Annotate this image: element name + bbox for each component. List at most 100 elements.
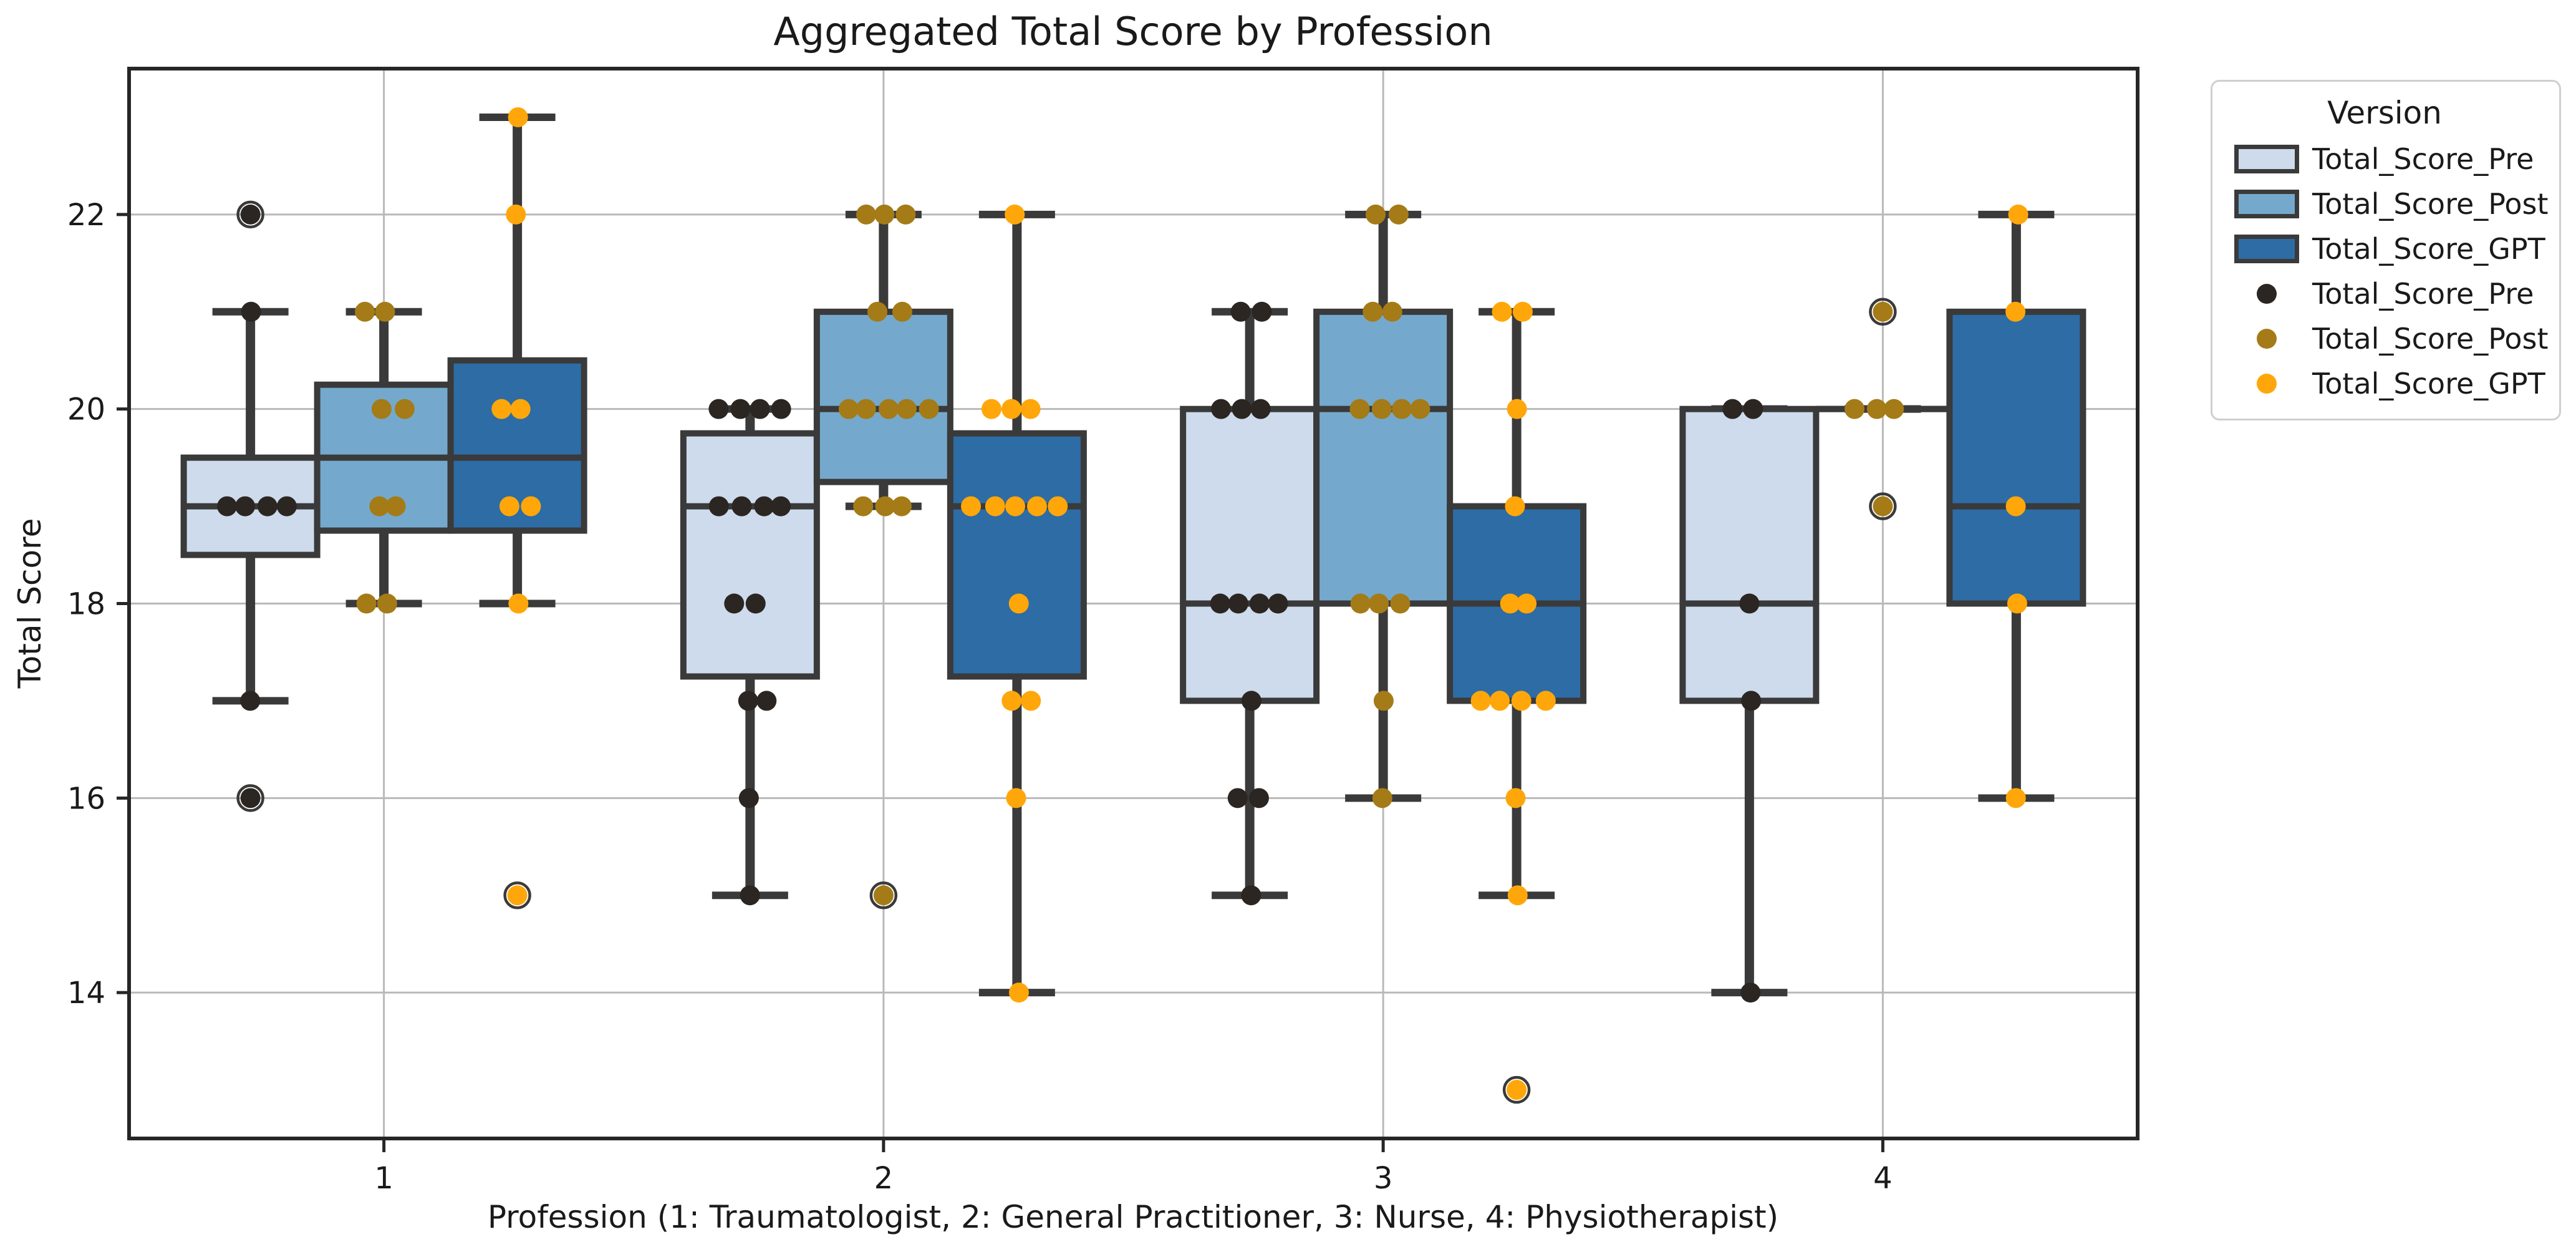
strip-dot-Total_Score_Pre [1741,691,1762,711]
strip-dot-Total_Score_Post [1866,399,1887,419]
box-Total_Score_Post-3 [1313,308,1454,607]
strip-dot-Total_Score_Pre [1211,399,1232,419]
strip-dot-Total_Score_Post [873,885,894,906]
strip-dot-Total_Score_GPT [1505,496,1525,517]
strip-dot-Total_Score_GPT [1507,399,1527,419]
strip-dot-Total_Score_GPT [2005,788,2026,808]
strip-dot-Total_Score_GPT [981,399,1001,419]
y-axis-label: Total Score [12,518,48,689]
strip-dot-Total_Score_GPT [1512,301,1533,322]
strip-dot-Total_Score_Post [1873,301,1893,322]
strip-dot-Total_Score_Post [385,496,406,517]
strip-dot-Total_Score_Pre [217,496,238,517]
strip-dot-Total_Score_GPT [491,399,512,419]
strip-dot-Total_Score_GPT [499,496,519,517]
legend-item-post-dot: Total_Score_Post [2221,316,2549,361]
strip-dot-Total_Score_Post [1382,301,1402,322]
strip-dot-Total_Score_GPT [508,593,529,614]
strip-dot-Total_Score_GPT [1517,593,1537,614]
strip-dot-Total_Score_Post [892,301,912,322]
strip-dot-Total_Score_Pre [240,691,261,711]
strip-dot-Total_Score_Post [375,301,395,322]
strip-dot-Total_Score_Post [1884,399,1904,419]
strip-dot-Total_Score_Pre [731,496,752,517]
strip-dot-Total_Score_GPT [985,496,1005,517]
y-tick-label: 20 [67,392,105,427]
strip-dot-Total_Score_Pre [738,691,758,711]
strip-dot-Total_Score_Post [853,496,874,517]
strip-dot-Total_Score_Pre [240,204,261,225]
strip-dot-Total_Score_GPT [507,885,528,906]
strip-dot-Total_Score_GPT [521,496,541,517]
y-tick-label: 16 [67,781,105,816]
strip-dot-Total_Score_GPT [1008,983,1029,1003]
strip-dot-Total_Score_Post [356,593,377,614]
strip-dot-Total_Score_GPT [2005,496,2026,517]
strip-dot-Total_Score_Pre [771,496,791,517]
strip-dot-Total_Score_Post [875,496,895,517]
strip-dot-Total_Score_Post [1350,593,1371,614]
strip-dot-Total_Score_Post [896,399,917,419]
strip-dot-Total_Score_GPT [1470,691,1491,711]
legend-label: Total_Score_Post [2312,187,2549,221]
strip-dot-Total_Score_GPT [1026,496,1047,517]
strip-dot-Total_Score_GPT [1048,496,1068,517]
strip-dot-Total_Score_GPT [1001,691,1022,711]
strip-dot-Total_Score_Pre [1230,301,1251,322]
strip-dot-Total_Score_Pre [257,496,277,517]
strip-dot-Total_Score_Post [371,399,392,419]
strip-dot-Total_Score_Pre [1268,593,1288,614]
pre-dot-icon [2257,284,2277,304]
chart-title: Aggregated Total Score by Profession [773,9,1493,54]
legend-item-post-box: Total_Score_Post [2221,182,2549,226]
strip-dot-Total_Score_Pre [750,399,770,419]
strip-dot-Total_Score_Pre [1228,593,1248,614]
strip-dot-Total_Score_Pre [241,301,261,322]
legend-label: Total_Score_Pre [2312,277,2534,311]
strip-dot-Total_Score_Post [838,399,859,419]
legend-marker-cell [2221,235,2312,263]
legend-label: Total_Score_Pre [2312,142,2534,176]
strip-dot-Total_Score_Post [1369,593,1389,614]
strip-dot-Total_Score_Pre [738,788,759,808]
legend-title: Version [2327,95,2442,131]
legend-marker-cell [2221,374,2312,394]
strip-dot-Total_Score_Pre [1250,399,1271,419]
strip-dot-Total_Score_GPT [1008,593,1029,614]
strip-dot-Total_Score_Pre [1740,983,1761,1003]
flier-ring [236,200,264,229]
box-Total_Score_Pre-2 [680,430,820,680]
strip-dot-Total_Score_GPT [1005,204,1025,225]
strip-dot-Total_Score_GPT [961,496,982,517]
strip-dot-Total_Score_Post [891,496,912,517]
strip-dot-Total_Score_Pre [1722,399,1743,419]
post-box-swatch-icon [2234,190,2299,218]
strip-dot-Total_Score_Pre [240,788,261,808]
strip-dot-Total_Score_Post [1392,399,1412,419]
strip-dot-Total_Score_GPT [1006,788,1026,808]
x-axis-label: Profession (1: Traumatologist, 2: Genera… [487,1199,1779,1235]
gpt-box-swatch-icon [2234,235,2299,263]
strip-dot-Total_Score_Post [355,301,375,322]
legend-label: Total_Score_GPT [2312,367,2545,400]
legend-item-pre-dot: Total_Score_Pre [2221,271,2548,316]
flier-ring [869,881,898,910]
strip-dot-Total_Score_Pre [1739,593,1760,614]
strip-dot-Total_Score_Post [1372,788,1392,808]
strip-dot-Total_Score_Post [1371,399,1392,419]
gpt-dot-icon [2257,374,2277,394]
strip-dot-Total_Score_Post [1349,399,1370,419]
strip-dot-Total_Score_Pre [1743,399,1763,419]
flier-ring [1502,1075,1531,1104]
strip-dot-Total_Score_Post [1410,399,1430,419]
x-tick-label: 1 [374,1161,393,1196]
box-Total_Score_GPT-2 [947,430,1087,680]
strip-dot-Total_Score_Post [1390,593,1411,614]
strip-dot-Total_Score_Pre [1249,593,1270,614]
strip-dot-Total_Score_Post [856,399,876,419]
strip-dot-Total_Score_GPT [1500,593,1520,614]
legend-label: Total_Score_GPT [2312,232,2545,266]
box-Total_Score_Pre-3 [1180,405,1320,704]
strip-dot-Total_Score_Pre [745,593,766,614]
